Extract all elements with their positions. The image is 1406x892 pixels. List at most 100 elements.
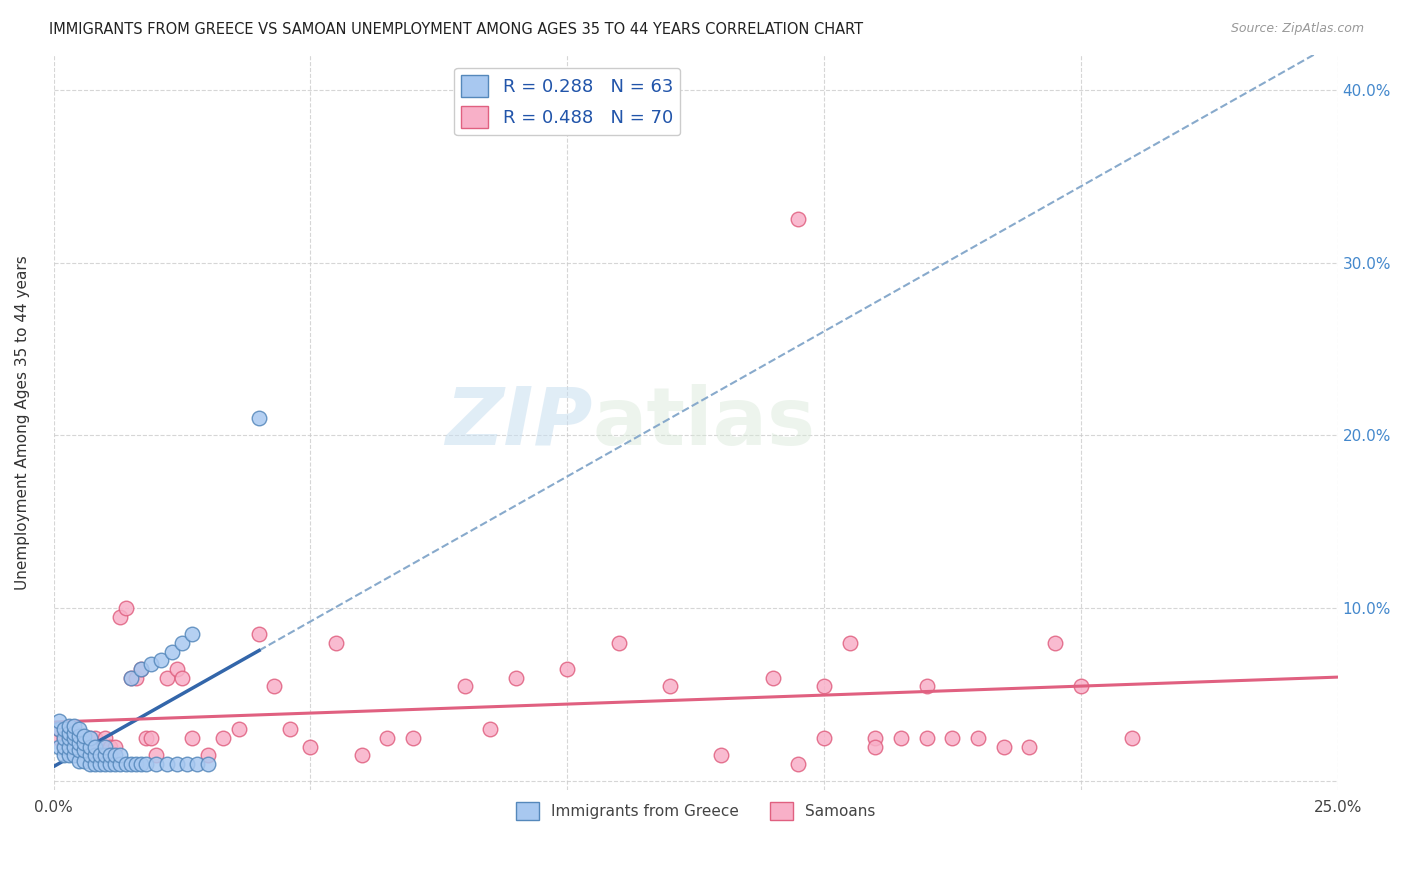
Y-axis label: Unemployment Among Ages 35 to 44 years: Unemployment Among Ages 35 to 44 years: [15, 255, 30, 590]
Point: [1121, 731, 1143, 745]
Point: [247, 411, 270, 425]
Point: [120, 756, 142, 771]
Point: [48, 731, 70, 745]
Point: [453, 679, 475, 693]
Point: [67, 754, 90, 768]
Point: [125, 756, 148, 771]
Point: [197, 748, 219, 763]
Point: [1018, 739, 1040, 754]
Point: [63, 731, 86, 745]
Point: [941, 731, 963, 745]
Point: [915, 731, 938, 745]
Point: [787, 756, 810, 771]
Point: [479, 723, 502, 737]
Point: [967, 731, 990, 745]
Point: [63, 739, 86, 754]
Point: [89, 739, 111, 754]
Point: [58, 719, 80, 733]
Point: [890, 731, 912, 745]
Point: [52, 731, 75, 745]
Point: [710, 748, 733, 763]
Point: [125, 671, 148, 685]
Point: [73, 743, 96, 757]
Point: [94, 731, 117, 745]
Point: [52, 723, 75, 737]
Point: [1043, 636, 1066, 650]
Point: [993, 739, 1015, 754]
Point: [865, 731, 887, 745]
Point: [915, 679, 938, 693]
Point: [787, 212, 810, 227]
Point: [89, 748, 111, 763]
Point: [129, 662, 152, 676]
Point: [166, 662, 188, 676]
Point: [813, 679, 835, 693]
Point: [170, 636, 193, 650]
Point: [263, 679, 285, 693]
Point: [79, 739, 101, 754]
Point: [83, 739, 105, 754]
Point: [63, 719, 86, 733]
Point: [52, 748, 75, 763]
Point: [63, 739, 86, 754]
Point: [110, 610, 132, 624]
Point: [505, 671, 527, 685]
Point: [160, 644, 183, 658]
Point: [141, 731, 163, 745]
Text: atlas: atlas: [593, 384, 815, 461]
Point: [197, 756, 219, 771]
Point: [402, 731, 425, 745]
Point: [377, 731, 399, 745]
Point: [94, 756, 117, 771]
Point: [555, 662, 578, 676]
Point: [114, 601, 136, 615]
Point: [58, 726, 80, 740]
Point: [73, 754, 96, 768]
Point: [120, 671, 142, 685]
Point: [607, 636, 630, 650]
Point: [58, 731, 80, 745]
Point: [67, 743, 90, 757]
Point: [63, 731, 86, 745]
Point: [155, 671, 177, 685]
Point: [278, 723, 301, 737]
Point: [120, 671, 142, 685]
Point: [135, 731, 157, 745]
Point: [58, 748, 80, 763]
Point: [176, 756, 198, 771]
Point: [228, 723, 250, 737]
Point: [170, 671, 193, 685]
Point: [838, 636, 860, 650]
Point: [67, 736, 90, 750]
Point: [247, 627, 270, 641]
Point: [79, 748, 101, 763]
Point: [48, 723, 70, 737]
Point: [58, 723, 80, 737]
Point: [104, 748, 127, 763]
Point: [104, 756, 127, 771]
Point: [73, 729, 96, 743]
Point: [48, 723, 70, 737]
Point: [73, 736, 96, 750]
Point: [155, 756, 177, 771]
Point: [110, 748, 132, 763]
Point: [79, 731, 101, 745]
Point: [181, 627, 204, 641]
Point: [58, 739, 80, 754]
Point: [658, 679, 681, 693]
Point: [98, 748, 121, 763]
Point: [52, 731, 75, 745]
Point: [145, 756, 167, 771]
Point: [83, 748, 105, 763]
Point: [83, 739, 105, 754]
Point: [135, 756, 157, 771]
Point: [299, 739, 322, 754]
Point: [98, 756, 121, 771]
Point: [79, 731, 101, 745]
Point: [89, 756, 111, 771]
Point: [67, 729, 90, 743]
Point: [67, 731, 90, 745]
Point: [325, 636, 347, 650]
Point: [129, 756, 152, 771]
Point: [104, 739, 127, 754]
